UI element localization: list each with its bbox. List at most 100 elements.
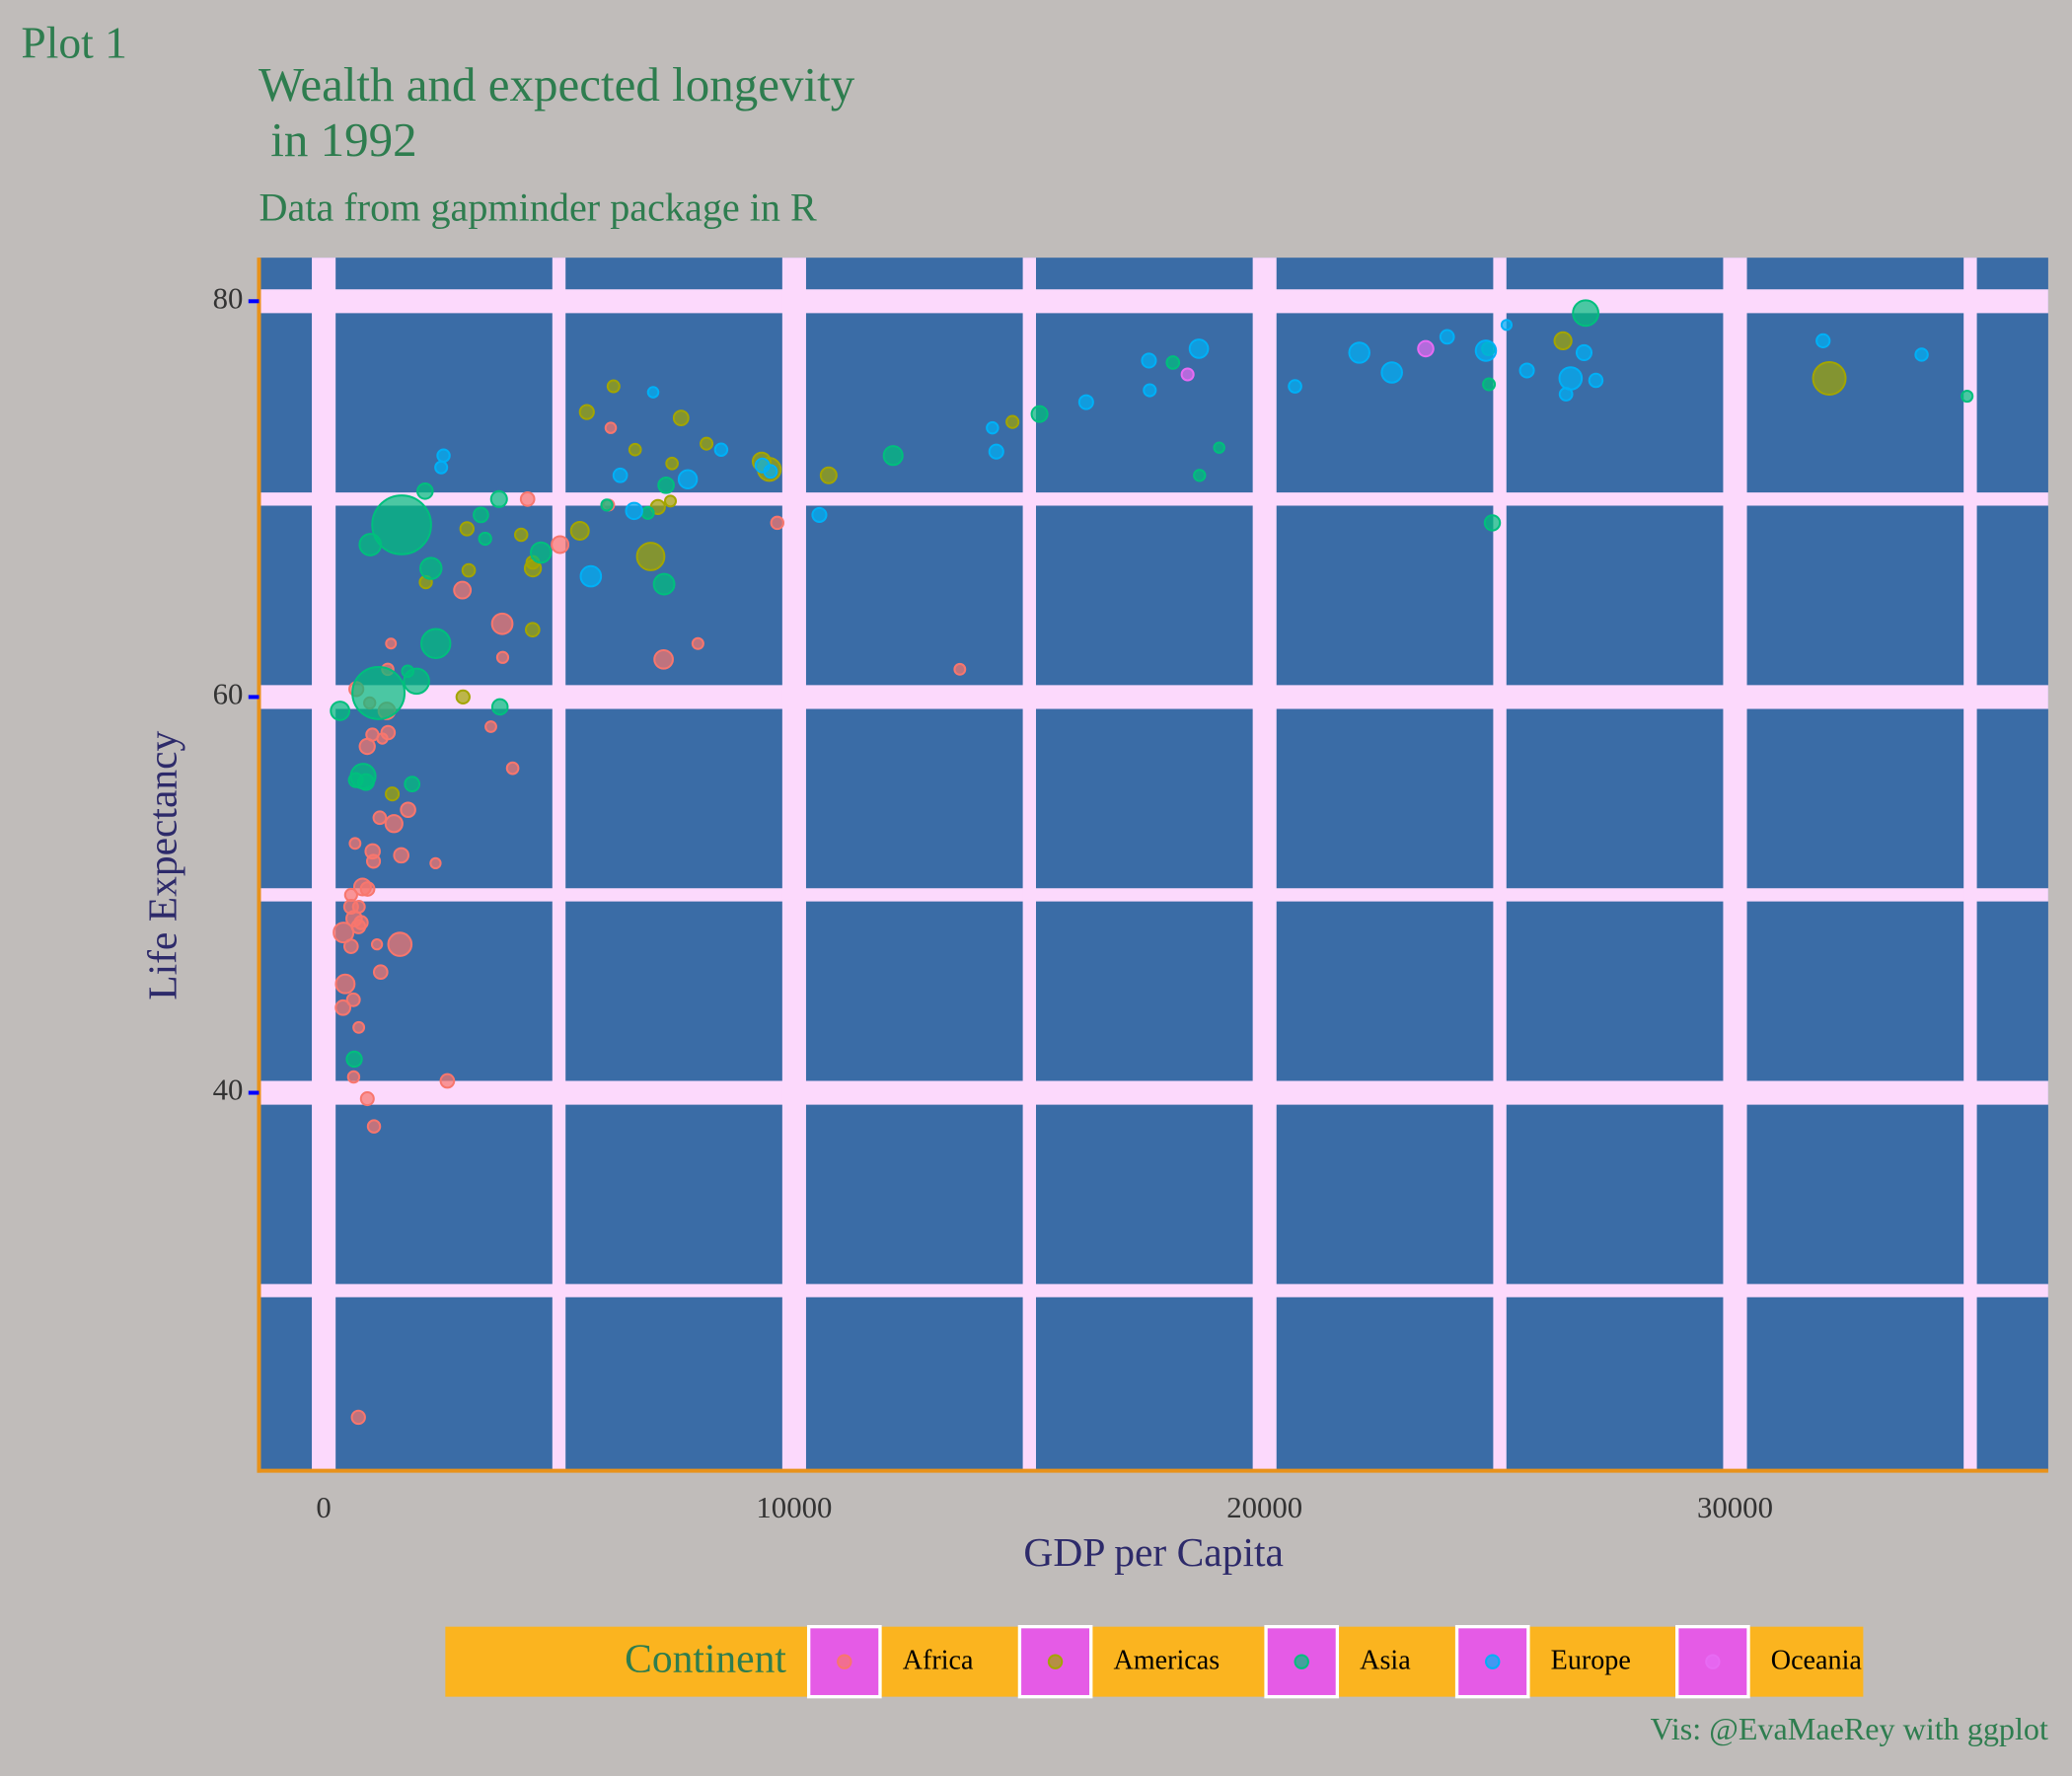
point xyxy=(330,701,351,721)
legend-label: Asia xyxy=(1360,1645,1411,1675)
point xyxy=(1380,361,1403,384)
point xyxy=(346,1070,361,1084)
point xyxy=(882,445,904,467)
legend-label: Europe xyxy=(1551,1645,1631,1675)
point xyxy=(569,520,590,541)
point xyxy=(811,506,828,523)
point xyxy=(495,650,510,664)
point xyxy=(333,922,355,944)
legend-label: Americas xyxy=(1113,1645,1220,1675)
point xyxy=(1483,514,1502,532)
point xyxy=(513,527,529,543)
point xyxy=(606,379,621,394)
point xyxy=(646,386,660,399)
legend-title: Continent xyxy=(625,1635,786,1680)
point xyxy=(385,637,398,650)
point xyxy=(334,973,356,995)
x-tick-label: 0 xyxy=(316,1491,331,1524)
point xyxy=(352,1020,366,1034)
y-tick-label: 80 xyxy=(213,281,244,315)
series-points xyxy=(434,319,1929,588)
point xyxy=(625,501,643,521)
point xyxy=(351,665,407,720)
point xyxy=(342,938,359,954)
point xyxy=(490,698,509,716)
y-tick-label: 60 xyxy=(213,677,244,710)
point xyxy=(551,535,570,555)
legend-symbol xyxy=(1294,1654,1309,1669)
legend-label: Africa xyxy=(903,1645,974,1675)
point xyxy=(1077,394,1094,410)
point xyxy=(359,1091,375,1107)
point xyxy=(370,937,384,951)
point xyxy=(1518,362,1535,379)
point xyxy=(356,773,375,791)
point xyxy=(672,409,690,427)
point xyxy=(478,531,492,547)
point xyxy=(664,494,678,508)
point xyxy=(953,662,967,676)
x-tick-label: 20000 xyxy=(1226,1491,1302,1524)
point xyxy=(1575,343,1593,361)
point xyxy=(416,482,434,500)
point xyxy=(628,442,642,457)
point xyxy=(713,442,729,457)
point xyxy=(404,776,421,793)
point xyxy=(345,992,361,1007)
y-axis-title: Life Expectancy xyxy=(139,730,185,999)
point xyxy=(1553,331,1573,351)
plot-tag: Plot 1 xyxy=(21,18,127,68)
point xyxy=(400,801,416,819)
point xyxy=(986,420,999,435)
point xyxy=(439,1073,456,1089)
point xyxy=(1558,366,1584,391)
point xyxy=(461,562,477,578)
point xyxy=(524,622,541,638)
legend-symbol xyxy=(1047,1654,1064,1669)
point xyxy=(1288,379,1302,394)
point xyxy=(1474,339,1498,362)
point xyxy=(334,999,352,1016)
chart-subtitle: Data from gapminder package in R xyxy=(259,185,818,230)
point xyxy=(657,476,675,494)
point xyxy=(366,1119,382,1134)
legend-background xyxy=(445,1626,1864,1697)
point xyxy=(348,837,362,851)
x-axis-title: GDP per Capita xyxy=(1023,1529,1284,1575)
point xyxy=(1812,361,1847,397)
point xyxy=(372,810,388,826)
point xyxy=(1961,389,1974,404)
point xyxy=(530,541,553,564)
legend-symbol xyxy=(837,1654,852,1669)
point xyxy=(763,464,778,480)
point xyxy=(473,506,489,524)
point xyxy=(523,558,543,578)
legend-symbol xyxy=(1485,1654,1501,1669)
point xyxy=(519,491,536,507)
point xyxy=(420,628,452,659)
point xyxy=(770,515,785,531)
point xyxy=(365,727,380,742)
point xyxy=(1165,355,1181,370)
point xyxy=(1141,352,1157,369)
point xyxy=(1439,329,1455,345)
point xyxy=(364,843,381,860)
point xyxy=(691,636,704,650)
point xyxy=(1417,339,1435,358)
point xyxy=(455,689,471,705)
point xyxy=(612,467,629,483)
legend-label: Oceania xyxy=(1771,1645,1863,1675)
point xyxy=(505,761,520,776)
point xyxy=(1005,414,1020,429)
point xyxy=(385,786,401,802)
point xyxy=(345,1050,363,1069)
point xyxy=(372,964,389,981)
point xyxy=(459,521,475,537)
point xyxy=(429,856,442,870)
chart-title: Wealth and expected longevity in 1992 xyxy=(259,57,855,167)
point xyxy=(640,505,655,520)
point xyxy=(819,466,838,484)
point xyxy=(600,498,614,512)
